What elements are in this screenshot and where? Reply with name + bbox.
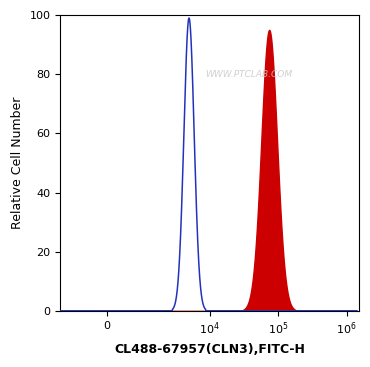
X-axis label: CL488-67957(CLN3),FITC-H: CL488-67957(CLN3),FITC-H (114, 343, 305, 356)
Y-axis label: Relative Cell Number: Relative Cell Number (11, 97, 24, 229)
Text: WWW.PTCLAB.COM: WWW.PTCLAB.COM (205, 70, 292, 79)
